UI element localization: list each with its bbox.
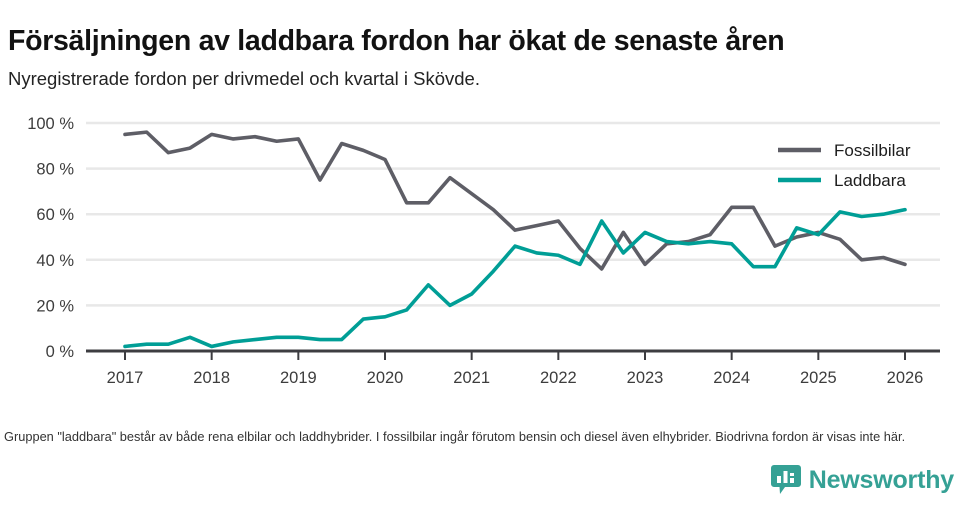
y-axis-tick-label: 100 % [27,115,74,133]
chart-footnote: Gruppen "laddbara" består av både rena e… [4,429,906,444]
series-line-laddbara [123,207,907,349]
x-axis-labels: 2017 2018 2019 2020 2021 2022 2023 2024 2025 2026 [107,369,924,387]
y-axis-tick-label: 0 % [46,343,75,361]
newsworthy-logo[interactable]: Newsworthy [770,463,954,497]
page-title: Försäljningen av laddbara fordon har öka… [8,25,785,58]
chart-legend: Fossilbilar Laddbara [778,141,911,190]
chart-plot-area: 0 % 20 % 40 % 60 % 80 % 100 % 2017 2018 2019 202… [0,108,960,398]
y-axis-tick-label: 60 % [36,206,74,224]
y-axis-tick-label: 20 % [36,297,74,315]
legend-label: Fossilbilar [834,141,911,160]
bar-chart-bubble-icon [770,465,801,494]
x-axis-tick-label: 2019 [280,369,317,387]
x-axis-tick-label: 2017 [107,369,144,387]
brand-name: Newsworthy [808,465,954,494]
series-line-fossilbilar [123,130,907,271]
x-axis-tick-label: 2018 [193,369,230,387]
line-chart: 0 % 20 % 40 % 60 % 80 % 100 % 2017 2018 2019 202… [27,115,940,387]
y-axis-tick-label: 40 % [36,252,74,270]
x-axis [86,349,940,360]
chart-subtitle: Nyregistrerade fordon per drivmedel och … [8,68,480,89]
y-axis-labels: 0 % 20 % 40 % 60 % 80 % 100 % [27,115,74,361]
x-axis-tick-label: 2021 [453,369,490,387]
x-axis-tick-label: 2026 [887,369,924,387]
x-axis-tick-label: 2025 [800,369,837,387]
x-axis-tick-label: 2024 [713,369,750,387]
data-series-lines [123,130,907,349]
legend-label: Laddbara [834,171,906,190]
gridlines [86,121,940,307]
x-axis-tick-label: 2020 [367,369,404,387]
y-axis-tick-label: 80 % [36,161,74,179]
x-axis-tick-label: 2023 [627,369,664,387]
x-axis-tick-label: 2022 [540,369,577,387]
